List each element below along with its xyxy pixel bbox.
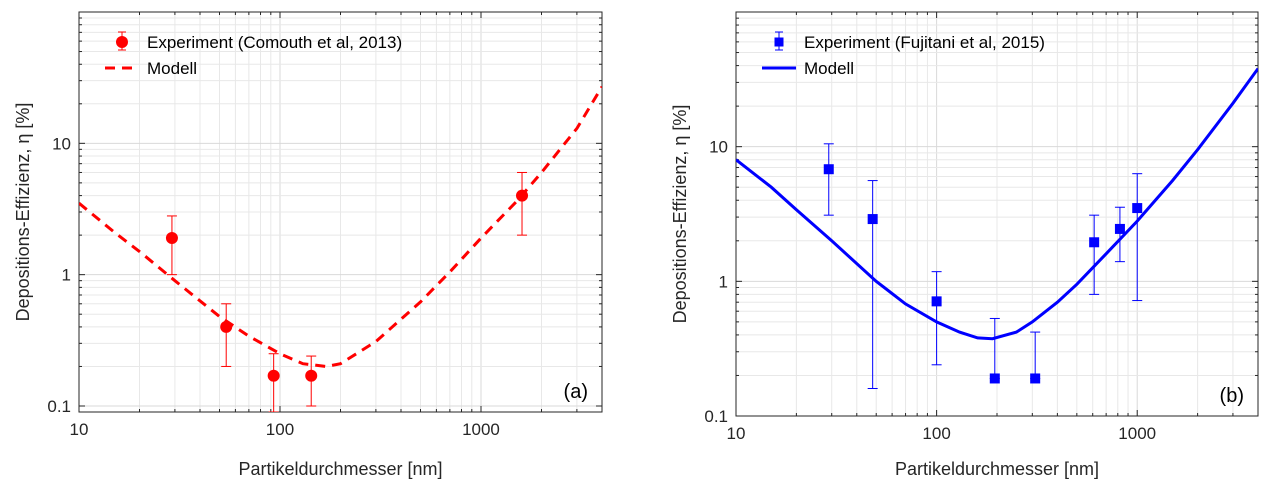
x-tick-label: 100 (922, 424, 950, 443)
data-point (1132, 203, 1143, 214)
x-tick-label: 10 (727, 424, 746, 443)
y-tick-label: 10 (709, 138, 728, 157)
chart-panel-2: 10 100 1000 0.1 1 10 Partikeldurchmesser [nm] D… (670, 11, 1259, 479)
x-axis-label: Partikeldurchmesser [nm] (895, 459, 1099, 479)
data-point (1089, 237, 1100, 248)
model-line (736, 67, 1258, 341)
series-layer (736, 67, 1258, 390)
data-point (989, 373, 1000, 384)
x-tick-label: 100 (266, 420, 294, 439)
y-tick-label: 1 (719, 272, 728, 291)
legend: Experiment (Comouth et al, 2013) Modell (105, 31, 402, 78)
axes (78, 11, 603, 413)
data-point (931, 296, 942, 307)
series-layer (79, 85, 602, 412)
grid (78, 11, 603, 413)
data-point (867, 214, 878, 225)
data-point (823, 164, 834, 175)
legend-label: Experiment (Comouth et al, 2013) (147, 33, 402, 52)
axes (735, 11, 1259, 417)
chart-panel-1: 10 100 1000 0.1 1 10 Partikeldurchmesser [nm] D… (13, 11, 603, 479)
panel-label: (a) (564, 381, 588, 403)
data-point (267, 369, 280, 382)
data-point (305, 369, 318, 382)
legend-label: Modell (804, 59, 854, 78)
legend: Experiment (Fujitani et al, 2015) Modell (762, 31, 1045, 78)
legend-marker (774, 37, 784, 47)
legend-label: Modell (147, 59, 197, 78)
data-point (1030, 373, 1041, 384)
panel-label: (b) (1220, 385, 1244, 407)
y-tick-label: 0.1 (47, 397, 71, 416)
y-axis-label: Depositions-Effizienz, η [%] (670, 105, 690, 324)
y-tick-label: 10 (52, 134, 71, 153)
x-axis-label: Partikeldurchmesser [nm] (238, 459, 442, 479)
legend-marker (116, 36, 128, 48)
x-tick-label: 1000 (462, 420, 500, 439)
data-point (1114, 223, 1125, 234)
x-tick-label: 10 (70, 420, 89, 439)
legend-label: Experiment (Fujitani et al, 2015) (804, 33, 1045, 52)
model-line (79, 85, 602, 369)
y-tick-label: 1 (62, 266, 71, 285)
y-tick-label: 0.1 (704, 407, 728, 426)
data-point (165, 232, 178, 245)
x-tick-label: 1000 (1118, 424, 1156, 443)
y-axis-label: Depositions-Effizienz, η [%] (13, 103, 33, 322)
